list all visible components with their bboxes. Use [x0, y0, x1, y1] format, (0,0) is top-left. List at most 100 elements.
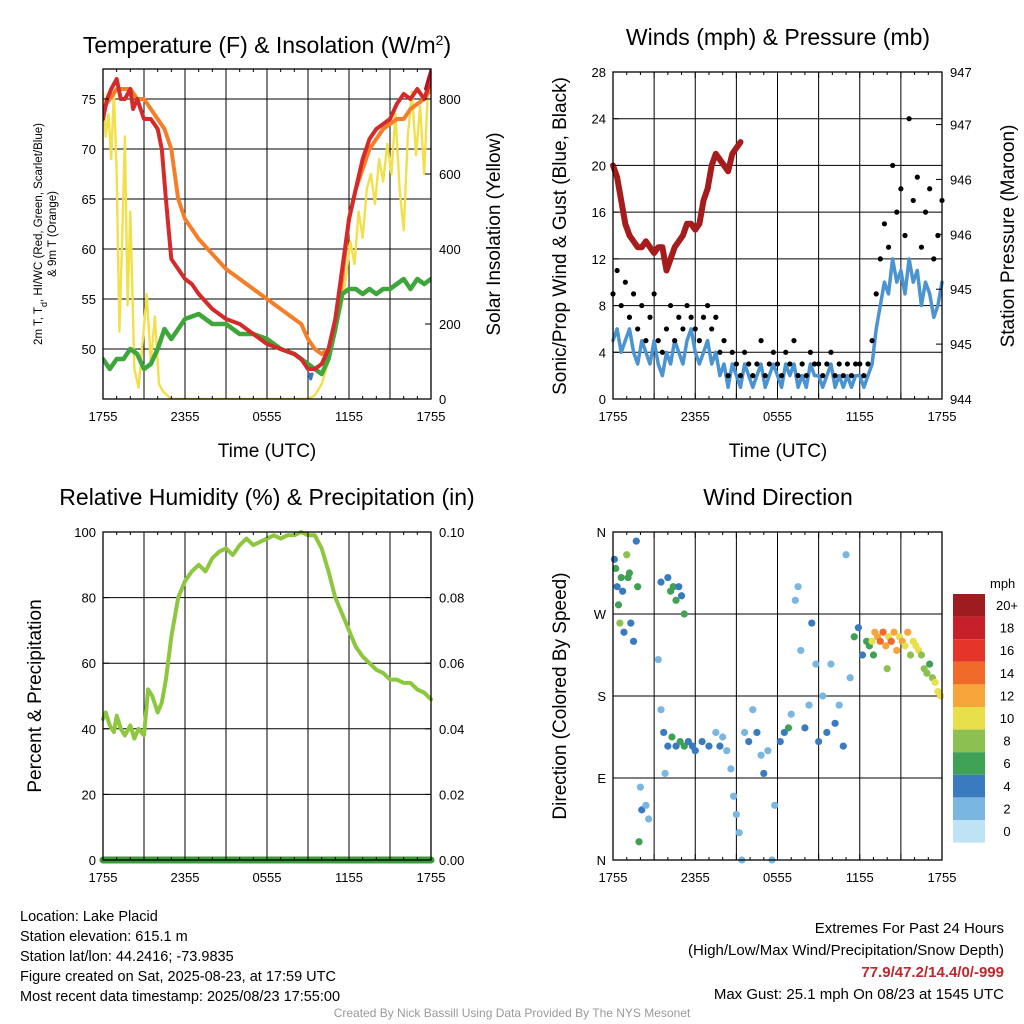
direction-point [664, 742, 672, 750]
y-tick-label: N [597, 525, 606, 540]
location-text: Location: Lake Placid [20, 909, 158, 925]
direction-point [680, 610, 688, 618]
gust-point [824, 361, 830, 367]
direction-point [741, 728, 749, 737]
direction-point [614, 601, 623, 609]
x-tick-label: 0555 [253, 870, 282, 885]
gust-point [737, 373, 744, 379]
y2-tick-label: 946 [950, 227, 972, 242]
gust-point [922, 209, 929, 215]
rh-panel: Relative Humidity (%) & Precipitation (i… [25, 484, 475, 885]
y2-tick-label: 946 [950, 172, 972, 187]
legend-swatch [953, 797, 985, 820]
gust-point [696, 338, 702, 344]
gust-point [791, 338, 797, 344]
relative-humidity-line [101, 530, 433, 741]
direction-point [831, 719, 839, 727]
gust-point [877, 256, 883, 262]
direction-point [716, 742, 724, 750]
direction-point [660, 728, 668, 737]
y-tick-label: 55 [82, 292, 96, 307]
direction-point [794, 583, 802, 591]
elevation-text: Station elevation: 615.1 m [20, 929, 188, 945]
wind-ylabel-left: Sonic/Prop Wind & Gust (Blue, Black) [550, 77, 571, 395]
temperature-ylabel-part1b: , HI/WC (Red, Green, Scarlet/Blue) [33, 123, 45, 302]
y-tick-label: 65 [82, 192, 96, 207]
extremes-header: Extremes For Past 24 Hours [814, 920, 1004, 937]
legend-swatch [953, 752, 985, 775]
direction-point [677, 592, 686, 600]
direction-point [801, 724, 809, 732]
direction-point [791, 596, 799, 604]
gust-point [713, 314, 719, 320]
direction-point [698, 737, 706, 746]
direction-point [712, 728, 720, 737]
gust-point [750, 373, 756, 379]
legend-swatch [953, 774, 985, 798]
y-tick-label: 20 [82, 787, 96, 802]
direction-point [757, 751, 765, 759]
direction-point [842, 551, 850, 559]
gust-point [906, 116, 912, 122]
x-tick-label: 1755 [89, 870, 118, 885]
direction-point [868, 637, 876, 645]
direction-point [869, 651, 878, 659]
gust-point [828, 349, 834, 355]
y2-tick-label: 947 [950, 118, 972, 133]
legend-label: 16 [1000, 643, 1014, 658]
y-tick-label: 16 [592, 205, 606, 220]
gust-point [873, 291, 879, 297]
solar-insolation-line [103, 69, 431, 399]
wind-ylabel-right: Station Pressure (Maroon) [998, 125, 1019, 348]
y2-tick-label: 0.00 [439, 853, 464, 868]
legend-label: 8 [1003, 734, 1010, 749]
direction-point [893, 646, 901, 655]
rh-ylabel-left: Percent & Precipitation [25, 599, 46, 792]
direction-point [675, 583, 683, 591]
direction-point [876, 637, 884, 645]
gust-point [639, 302, 645, 309]
station-info: Location: Lake Placid Station elevation:… [20, 907, 340, 1007]
legend-swatch [953, 639, 985, 662]
gust-point [700, 314, 707, 320]
direction-point [784, 724, 793, 732]
legend-swatch [953, 684, 985, 707]
gust-point [672, 338, 678, 344]
direction-point [812, 660, 820, 668]
created-text: Figure created on Sat, 2025-08-23, at 17… [20, 969, 336, 985]
direction-point [636, 783, 645, 791]
legend-label: 18 [1000, 621, 1014, 636]
direction-point [705, 742, 713, 750]
gust-point [840, 373, 846, 379]
direction-point [657, 706, 665, 714]
direction-point [620, 628, 628, 636]
direction-point [661, 769, 669, 778]
direction-point [664, 573, 672, 582]
y-tick-label: 50 [82, 342, 96, 357]
direction-point [691, 747, 699, 755]
direction-point [623, 551, 631, 559]
wind-title: Winds (mph) & Pressure (mb) [626, 24, 930, 50]
gust-point [709, 326, 715, 332]
gust-point [754, 361, 760, 367]
gust-point [857, 361, 863, 367]
gust-point [853, 361, 859, 367]
temperature-title: Temperature (F) & Insolation (W/m2) [83, 32, 451, 58]
direction-point [635, 838, 643, 846]
gust-point [717, 349, 723, 355]
legend-label: 12 [1000, 688, 1014, 703]
y2-tick-label: 0.04 [439, 722, 464, 737]
gust-point [779, 373, 785, 379]
gust-point [647, 314, 653, 320]
x-tick-label: 1755 [89, 409, 118, 424]
y2-tick-label: 800 [439, 92, 461, 107]
extremes-values: 77.9/47.2/14.4/0/-999 [861, 964, 1004, 981]
gust-point [799, 361, 805, 367]
direction-point [645, 815, 653, 823]
direction-point [882, 642, 890, 650]
gust-point [910, 197, 916, 204]
temperature-ylabel-part1: 2m T, T [33, 307, 45, 345]
direction-point [797, 646, 805, 655]
direction-point [730, 792, 738, 800]
wind-panel: Winds (mph) & Pressure (mb) 1755 2355 0555… [550, 24, 1019, 462]
